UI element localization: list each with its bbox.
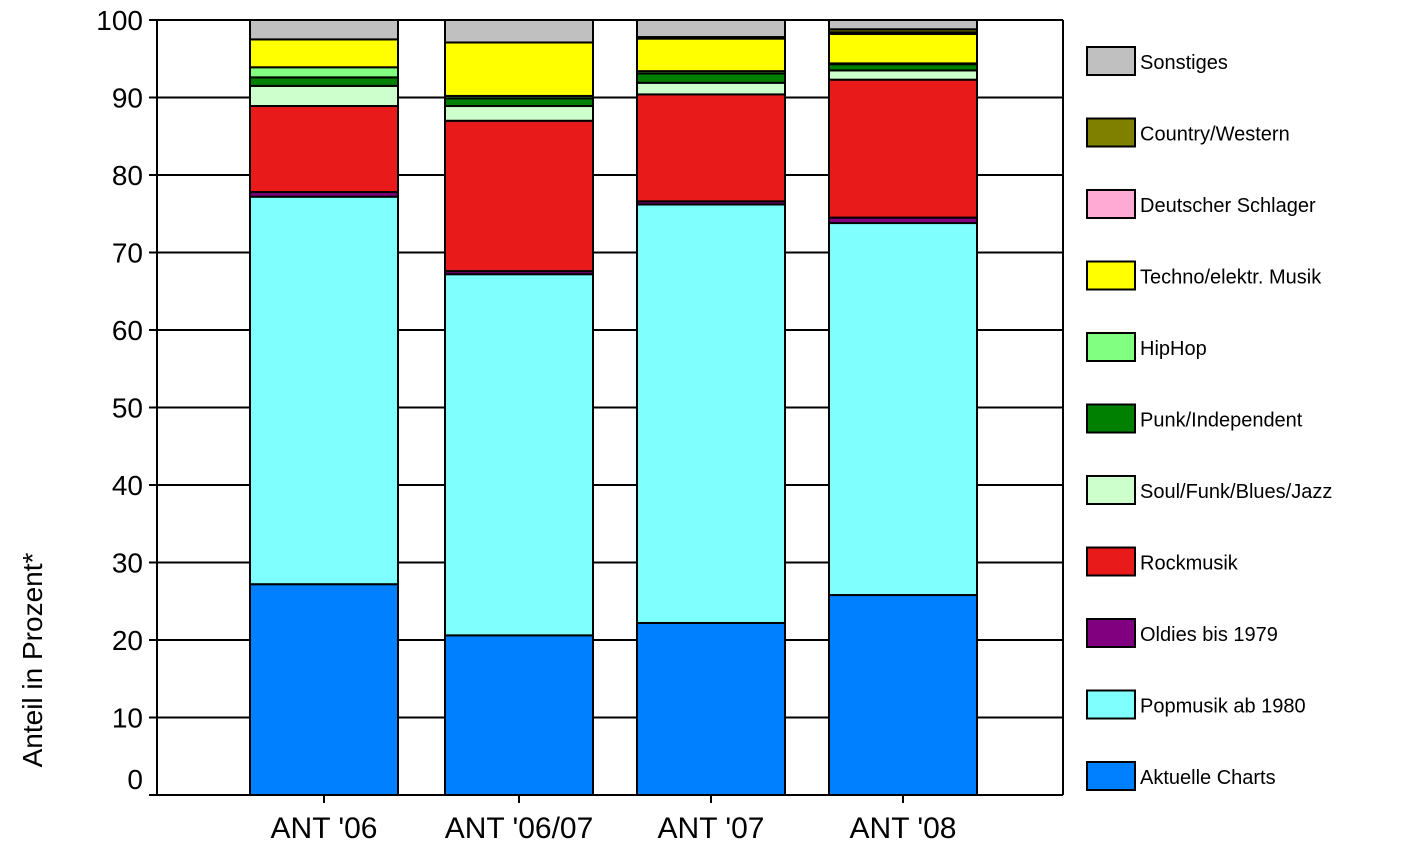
bar-segment <box>636 37 786 73</box>
bar-segment <box>249 38 399 69</box>
bar-segment <box>828 78 978 219</box>
legend-item: Punk/Independent <box>1086 403 1303 434</box>
legend-label: Soul/Funk/Blues/Jazz <box>1140 481 1332 503</box>
legend-item: Country/Western <box>1086 117 1290 148</box>
legend-item: Deutscher Schlager <box>1086 189 1316 219</box>
bar-segment <box>249 66 399 79</box>
legend-swatch <box>1086 260 1136 291</box>
legend-item: HipHop <box>1086 332 1207 362</box>
bar-segment <box>249 105 399 194</box>
y-tick-label: 60 <box>112 315 143 346</box>
bar-segment <box>828 19 978 31</box>
bar-segment <box>444 41 594 97</box>
legend-label: HipHop <box>1140 338 1207 360</box>
legend-swatch <box>1086 761 1136 791</box>
legend-swatch <box>1086 189 1136 219</box>
y-tick-label: 70 <box>112 238 143 269</box>
legend-label: Sonstiges <box>1140 52 1228 74</box>
bar-segment <box>636 93 786 203</box>
bar-segment <box>444 273 594 637</box>
axes: 0 10 20 30 40 50 60 70 80 90 100 ANT '06 ANT '06/07 A… <box>96 5 1064 842</box>
bar-segment <box>636 81 786 96</box>
bar-segment <box>444 19 594 44</box>
bar-segment <box>444 634 594 796</box>
bar-segment <box>828 594 978 796</box>
y-tick-label: 50 <box>112 393 143 424</box>
y-tick-label: 0 <box>127 764 143 795</box>
y-tick-label: 10 <box>112 703 143 734</box>
legend-label: Popmusik ab 1980 <box>1140 696 1306 718</box>
legend-item: Oldies bis 1979 <box>1086 618 1278 648</box>
bar-segment <box>444 119 594 273</box>
bar-segment <box>444 105 594 122</box>
bar-group <box>828 19 978 796</box>
y-tick-label: 30 <box>112 548 143 579</box>
legend-item: Rockmusik <box>1086 546 1239 577</box>
bar-segment <box>828 32 978 65</box>
y-tick-label: 40 <box>112 470 143 501</box>
bar-segment <box>828 69 978 81</box>
y-tick-label: 100 <box>96 5 143 36</box>
bar-segment <box>444 97 594 108</box>
y-tick-label: 90 <box>112 83 143 114</box>
legend-swatch <box>1086 332 1136 362</box>
bar-group <box>249 19 399 797</box>
bar-segment <box>636 19 786 39</box>
legend-item: Techno/elektr. Musik <box>1086 260 1322 291</box>
legend-label: Aktuelle Charts <box>1140 767 1276 789</box>
x-tick-label: ANT '08 <box>850 812 957 842</box>
x-tick-label: ANT '06/07 <box>445 812 594 842</box>
legend-label: Country/Western <box>1140 124 1290 146</box>
legend-swatch <box>1086 475 1136 505</box>
y-tick-label: 80 <box>112 160 143 191</box>
y-axis-title: Anteil in Prozent* <box>17 553 48 768</box>
legend-swatch <box>1086 618 1136 648</box>
bar-segment <box>249 76 399 87</box>
legend-item: Aktuelle Charts <box>1086 761 1276 791</box>
bar-segment <box>636 72 786 84</box>
legend-swatch <box>1086 546 1136 577</box>
x-tick-label: ANT '07 <box>658 812 765 842</box>
legend-item: Popmusik ab 1980 <box>1086 689 1306 720</box>
legend-swatch <box>1086 689 1136 720</box>
bar-group <box>636 19 786 797</box>
legend-swatch <box>1086 46 1136 76</box>
y-tick-label: 20 <box>112 625 143 656</box>
legend: Sonstiges Country/Western Deutscher Schlag… <box>1086 46 1332 791</box>
legend-label: Oldies bis 1979 <box>1140 624 1278 646</box>
legend-item: Sonstiges <box>1086 46 1228 76</box>
bar-segment <box>828 222 978 597</box>
bar-group <box>444 19 594 796</box>
legend-label: Techno/elektr. Musik <box>1140 267 1322 289</box>
legend-item: Soul/Funk/Blues/Jazz <box>1086 475 1332 505</box>
bar-segment <box>249 195 399 586</box>
bar-segment <box>249 19 399 41</box>
bar-segment <box>636 203 786 624</box>
bar-segment <box>249 84 399 108</box>
legend-label: Punk/Independent <box>1140 410 1303 432</box>
legend-swatch <box>1086 403 1136 434</box>
legend-label: Deutscher Schlager <box>1140 195 1316 217</box>
bar-segment <box>636 621 786 797</box>
legend-swatch <box>1086 117 1136 148</box>
x-tick-label: ANT '06 <box>271 812 378 842</box>
bar-segment <box>249 583 399 797</box>
legend-label: Rockmusik <box>1140 553 1239 575</box>
bars <box>249 19 978 797</box>
